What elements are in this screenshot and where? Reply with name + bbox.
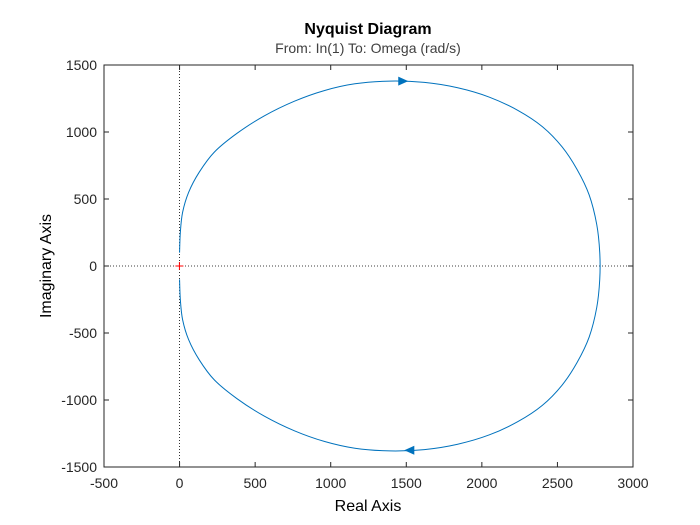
- chart-title: Nyquist Diagram: [304, 21, 431, 38]
- marker-layer: [175, 76, 415, 455]
- critical-point-marker: [175, 262, 184, 270]
- direction-arrow-left: [404, 445, 415, 455]
- x-tick-label: 0: [176, 475, 184, 491]
- x-tick-label: 2500: [542, 475, 573, 491]
- x-axis-label: Real Axis: [335, 498, 402, 515]
- y-axis-label: Imaginary Axis: [38, 214, 55, 318]
- y-tick-label: -1500: [61, 459, 97, 475]
- y-ticks: -1500 -1000 -500 0 500 1000 1500: [61, 57, 633, 475]
- y-tick-label: 0: [89, 258, 97, 274]
- x-tick-label: 1000: [315, 475, 346, 491]
- x-tick-label: 500: [243, 475, 267, 491]
- y-tick-label: 1500: [66, 57, 97, 73]
- x-tick-label: -500: [90, 475, 118, 491]
- series-layer: [179, 80, 601, 452]
- y-tick-label: -500: [69, 325, 97, 341]
- nyquist-curve-0: [179, 80, 601, 452]
- y-tick-label: -1000: [61, 392, 97, 408]
- y-tick-label: 500: [74, 191, 98, 207]
- x-tick-label: 3000: [617, 475, 648, 491]
- x-tick-label: 1500: [391, 475, 422, 491]
- direction-arrow-right: [398, 76, 409, 86]
- chart-subtitle: From: In(1) To: Omega (rad/s): [275, 40, 461, 56]
- x-tick-label: 2000: [466, 475, 497, 491]
- x-ticks: -500 0 500 1000 1500 2000 2500 3000: [90, 65, 649, 491]
- y-tick-label: 1000: [66, 124, 97, 140]
